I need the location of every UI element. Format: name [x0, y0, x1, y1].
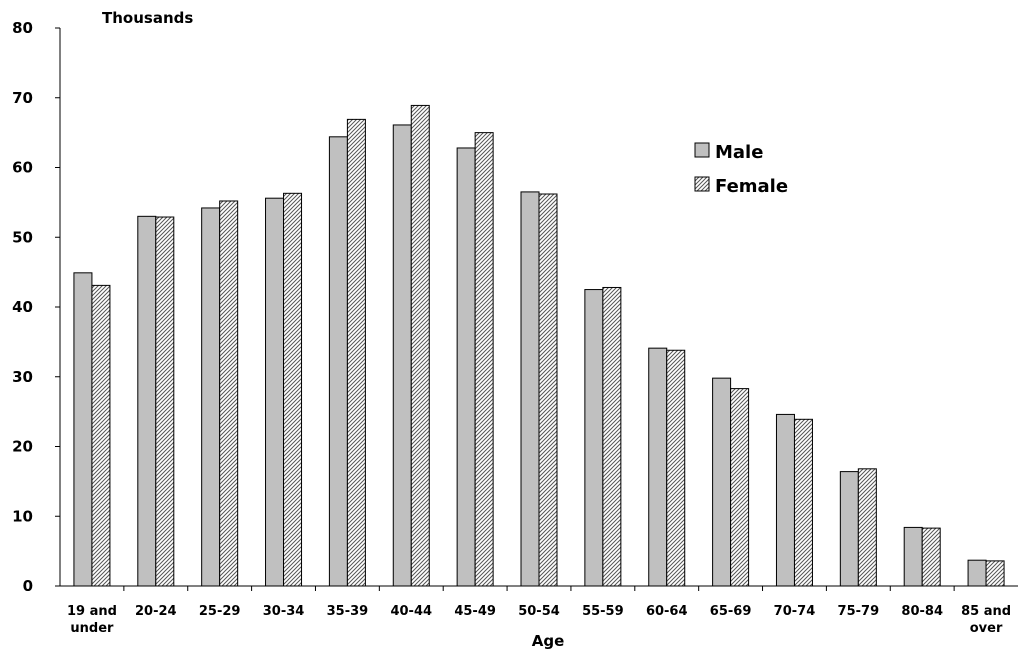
x-tick-label: 19 and — [67, 604, 117, 619]
y-tick-label: 30 — [12, 368, 33, 386]
bars — [73, 104, 1005, 587]
bar-female — [985, 560, 1005, 587]
y-axis-title: Thousands — [102, 9, 193, 27]
bar-male — [967, 559, 987, 587]
bar-male — [903, 526, 923, 587]
y-tick-label: 70 — [12, 89, 33, 107]
legend-label-male: Male — [715, 142, 763, 163]
x-tick-label: under — [70, 621, 114, 636]
x-tick-label: over — [970, 621, 1003, 636]
y-tick-label: 80 — [12, 19, 33, 37]
legend: Male Female — [694, 142, 788, 197]
x-tick-label: 55-59 — [582, 604, 624, 619]
x-tick-label: 40-44 — [390, 604, 432, 619]
x-axis: 19 and under 20-24 25-29 30-34 35-39 40-44 45-4… — [60, 585, 1018, 636]
bar-male — [265, 197, 285, 587]
y-tick-label: 40 — [12, 298, 33, 316]
bar-male — [73, 272, 93, 587]
bar-female — [283, 192, 303, 587]
bar-female — [346, 118, 366, 587]
bar-male — [839, 471, 859, 587]
bar-female — [474, 132, 494, 587]
bar-male — [392, 124, 412, 587]
x-tick-label: 35-39 — [327, 604, 369, 619]
bar-female — [730, 388, 750, 587]
bar-female — [666, 349, 686, 587]
legend-swatch-male — [694, 142, 710, 158]
x-tick-label: 85 and — [961, 604, 1011, 619]
bar-male — [775, 413, 795, 587]
bar-female — [410, 104, 430, 587]
bar-male — [456, 147, 476, 587]
bar-male — [520, 191, 540, 587]
x-tick-label: 75-79 — [838, 604, 880, 619]
y-tick-label: 50 — [12, 228, 33, 246]
bar-female — [91, 284, 111, 587]
bar-female — [219, 200, 239, 587]
y-tick-label: 0 — [23, 577, 33, 595]
bar-male — [328, 136, 348, 587]
x-axis-title: Age — [532, 632, 565, 650]
y-tick-label: 60 — [12, 159, 33, 177]
bar-female — [602, 286, 622, 587]
bar-male — [712, 377, 732, 587]
x-tick-label: 70-74 — [774, 604, 816, 619]
legend-swatch-female — [694, 176, 710, 192]
bar-female — [155, 216, 175, 587]
y-axis: 0 10 20 30 40 50 60 70 80 — [12, 19, 61, 595]
x-tick-label: 25-29 — [199, 604, 241, 619]
bar-female — [538, 193, 558, 587]
bar-female — [857, 468, 877, 587]
x-tick-label: 45-49 — [454, 604, 496, 619]
x-tick-label: 50-54 — [518, 604, 560, 619]
legend-label-female: Female — [715, 176, 788, 197]
x-tick-label: 65-69 — [710, 604, 752, 619]
x-tick-label: 80-84 — [901, 604, 943, 619]
x-tick-label: 30-34 — [263, 604, 305, 619]
y-tick-label: 20 — [12, 438, 33, 456]
bar-male — [584, 289, 604, 587]
x-tick-label: 60-64 — [646, 604, 688, 619]
bar-female — [793, 418, 813, 587]
bar-male — [648, 347, 668, 587]
x-tick-label: 20-24 — [135, 604, 177, 619]
bar-female — [921, 527, 941, 587]
y-tick-label: 10 — [12, 507, 33, 525]
bar-male — [137, 215, 157, 587]
bar-male — [201, 207, 221, 587]
